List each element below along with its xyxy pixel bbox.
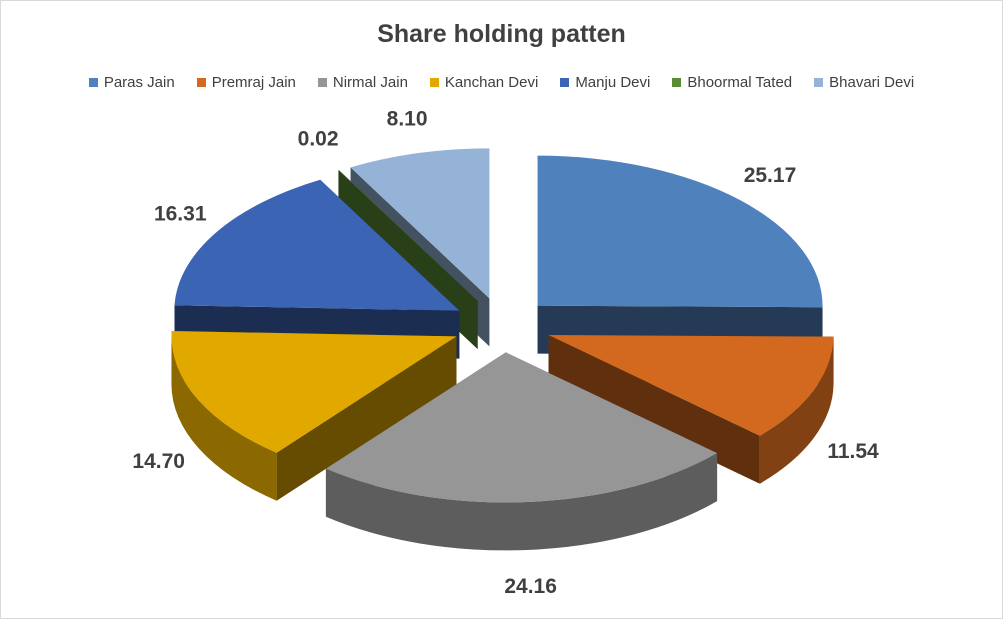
slice-top — [171, 330, 457, 453]
chart-legend: Paras Jain Premraj Jain Nirmal Jain Kanchan… — [0, 74, 1003, 91]
data-label: 14.70 — [132, 450, 185, 473]
legend-swatch — [560, 78, 570, 87]
chart-title: Share holding patten — [377, 20, 626, 48]
data-label: 16.31 — [154, 203, 207, 226]
legend-label: Manju Devi — [575, 74, 651, 91]
data-label: 0.02 — [298, 128, 339, 151]
slice-wall — [548, 335, 760, 484]
legend-item: Paras Jain — [88, 74, 175, 91]
legend-swatch — [814, 78, 824, 87]
legend-item: Nirmal Jain — [317, 74, 408, 91]
legend-swatch — [196, 78, 206, 87]
legend-label: Paras Jain — [103, 74, 175, 91]
pie-slice — [325, 352, 718, 551]
data-label: 8.10 — [387, 107, 428, 130]
legend-label: Bhavari Devi — [829, 74, 915, 91]
slice-edge — [325, 453, 718, 551]
slice-top — [537, 155, 823, 308]
legend-label: Nirmal Jain — [332, 74, 408, 91]
legend-label: Premraj Jain — [211, 74, 296, 91]
slice-top — [338, 170, 478, 301]
data-label: 24.16 — [504, 575, 557, 598]
legend-swatch — [429, 78, 439, 87]
legend-item: Bhoormal Tated — [672, 74, 792, 91]
slice-edge — [171, 336, 277, 501]
legend-swatch — [672, 78, 682, 87]
slice-top — [350, 148, 490, 299]
legend-swatch — [317, 78, 327, 87]
slice-top — [548, 335, 834, 436]
slice-top — [174, 179, 460, 311]
slice-edge — [759, 336, 834, 484]
legend-item: Premraj Jain — [196, 74, 296, 91]
legend-item: Manju Devi — [560, 74, 650, 91]
legend-item: Kanchan Devi — [429, 74, 539, 91]
data-label: 11.54 — [827, 440, 879, 463]
pie-slice — [171, 330, 457, 501]
legend-label: Bhoormal Tated — [687, 74, 793, 91]
legend-label: Kanchan Devi — [444, 74, 539, 91]
legend-swatch — [88, 78, 98, 87]
slice-top — [325, 352, 718, 503]
legend-item: Bhavari Devi — [814, 74, 914, 91]
data-label: 25.17 — [744, 164, 797, 187]
pie-slice — [548, 335, 834, 484]
